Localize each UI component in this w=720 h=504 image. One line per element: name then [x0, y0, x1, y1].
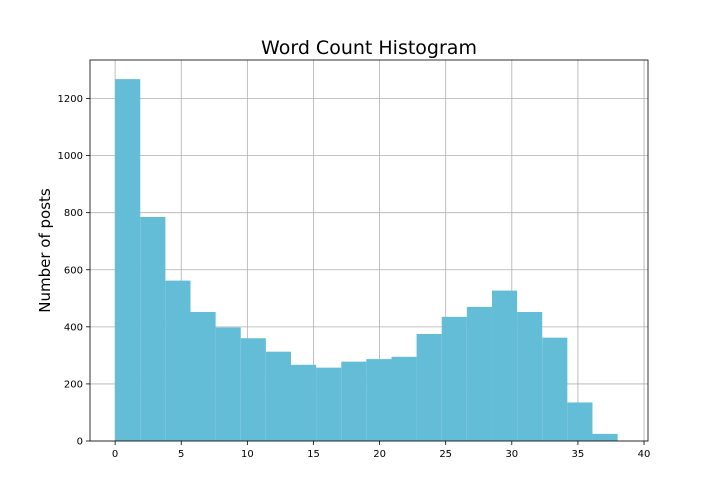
x-tick-label: 0: [112, 449, 118, 460]
histogram-bar: [341, 361, 367, 441]
chart-title: Word Count Histogram: [261, 37, 477, 59]
histogram-bar: [165, 280, 191, 441]
histogram-bar: [366, 359, 392, 441]
histogram-bar: [491, 290, 518, 441]
y-tick-label: 800: [64, 208, 83, 219]
x-tick-label: 20: [373, 449, 386, 460]
y-axis-label: Number of posts: [36, 188, 54, 313]
histogram-bar: [115, 79, 141, 442]
y-tick-label: 1000: [58, 151, 83, 162]
x-axis-ticks: 0 5 10 15 20 25 30 35 40: [112, 441, 650, 460]
y-tick-label: 0: [77, 437, 83, 448]
y-tick-label: 400: [64, 322, 83, 333]
x-tick-label: 5: [178, 449, 184, 460]
histogram-bar: [190, 312, 216, 441]
x-tick-label: 35: [572, 449, 585, 460]
histogram-bar: [290, 364, 317, 441]
histogram-bar: [215, 327, 241, 441]
histogram-bar: [567, 402, 593, 441]
histogram-bar: [265, 351, 291, 441]
histogram-bar: [441, 316, 467, 441]
histogram-bar: [316, 367, 342, 441]
histogram-bar: [391, 356, 417, 441]
histogram-bar: [240, 338, 266, 441]
y-axis-ticks: 0 200 400 600 800 1000 1200: [58, 94, 90, 448]
histogram-bar: [542, 337, 568, 441]
y-tick-label: 600: [64, 265, 83, 276]
histogram-bar: [466, 306, 492, 441]
x-tick-label: 40: [638, 449, 651, 460]
y-tick-label: 200: [64, 379, 83, 390]
histogram-bar: [416, 333, 442, 441]
x-tick-label: 10: [241, 449, 254, 460]
y-tick-label: 1200: [58, 94, 83, 105]
plot-frame: [89, 59, 649, 442]
x-tick-label: 25: [439, 449, 452, 460]
axes-layer: [89, 59, 649, 442]
x-tick-label: 15: [307, 449, 320, 460]
bars-layer: [115, 79, 618, 442]
histogram-bar: [517, 312, 543, 441]
histogram-bar: [592, 433, 618, 441]
histogram-bar: [140, 216, 166, 441]
x-tick-label: 30: [505, 449, 518, 460]
